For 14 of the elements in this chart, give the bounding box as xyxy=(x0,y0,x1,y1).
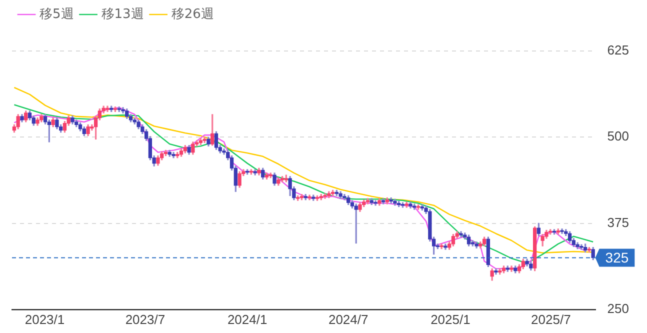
legend-label: 移5週 xyxy=(40,6,74,22)
y-tick-label: 375 xyxy=(607,214,630,230)
ref-line-label: 325 xyxy=(605,250,629,266)
x-tick-label: 2025/7 xyxy=(531,312,571,327)
legend-label: 移26週 xyxy=(171,6,214,22)
y-tick-label: 625 xyxy=(607,42,630,58)
legend-label: 移13週 xyxy=(101,6,144,22)
x-tick-label: 2024/1 xyxy=(227,312,268,327)
x-tick-label: 2023/7 xyxy=(125,312,166,327)
x-tick-label: 2024/7 xyxy=(328,312,368,327)
x-tick-label: 2025/1 xyxy=(430,312,470,327)
x-tick-label: 2023/1 xyxy=(24,312,65,327)
y-tick-label: 250 xyxy=(607,300,630,316)
y-tick-label: 500 xyxy=(607,128,630,144)
